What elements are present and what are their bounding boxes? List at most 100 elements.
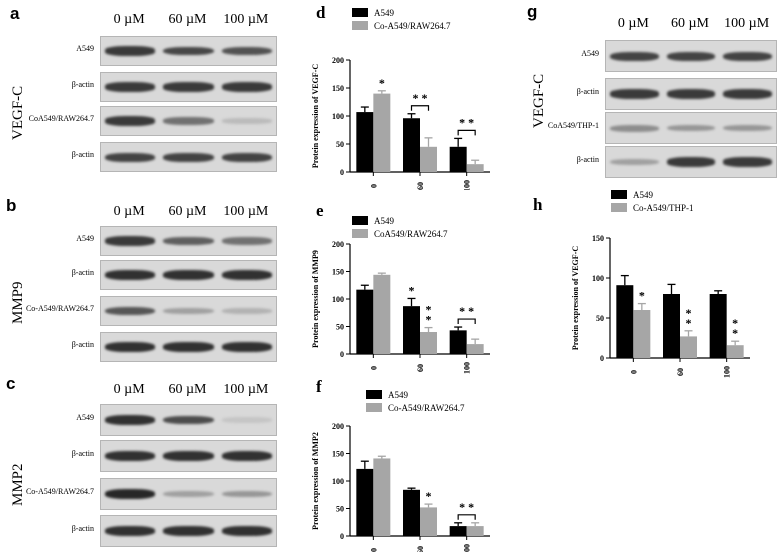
chart-panel-d: d A549 Co-A549/RAW264.7 0 50 100 150 200 Protein… — [311, 3, 490, 190]
x-tick-label: 100 — [463, 362, 472, 374]
legend-label: Co-A549/RAW264.7 — [388, 403, 465, 413]
x-tick-label: 0 — [629, 370, 638, 374]
concentration-label: 100 µM — [223, 12, 269, 27]
x-tick-label: 60 — [416, 364, 425, 372]
panel-letter-a: a — [10, 4, 20, 23]
chart-panel-h: h A549 Co-A549/THP-1 0 50 100 150 Protein expre… — [533, 190, 750, 378]
bar — [616, 285, 634, 358]
panel-letter-f: f — [316, 377, 322, 396]
significance-mark: * — [639, 289, 645, 303]
bar — [420, 332, 437, 354]
blot-panel-a: a VEGF-C 0 µM 60 µM 100 µM A549 β-actin CoA549/… — [0, 0, 280, 180]
blot-band — [610, 158, 659, 166]
blot-target-label: VEGF-C — [531, 73, 547, 128]
legend-swatch — [352, 21, 368, 30]
blot-strip — [100, 260, 277, 290]
y-tick-label: 200 — [332, 56, 344, 65]
blot-row-label: CoA549/RAW264.7 — [28, 114, 94, 123]
chart-panel-f: f A549 Co-A549/RAW264.7 0 50 100 150 200 Protein… — [311, 377, 490, 552]
blot-band — [163, 451, 214, 461]
blot-band — [163, 526, 214, 536]
blot-band — [105, 82, 156, 92]
blot-row-label: A549 — [76, 44, 94, 53]
blot-strip — [100, 515, 277, 547]
bar — [449, 526, 467, 536]
blot-band — [105, 46, 156, 56]
concentration-label: 100 µM — [223, 204, 269, 219]
x-tick-label: 60 — [416, 182, 425, 190]
significance-mark: * — [409, 283, 415, 297]
significance-mark: * * — [459, 304, 474, 318]
blot-row-label: A549 — [76, 413, 94, 422]
y-tick-label: 200 — [332, 240, 344, 249]
blot-band — [221, 46, 272, 56]
blot-panel-c: c MMP2 0 µM 60 µM 100 µM A549 β-actin Co-A549/R… — [0, 372, 280, 552]
blot-band — [221, 152, 272, 162]
blot-band — [610, 89, 659, 99]
blot-strip — [100, 72, 277, 102]
y-tick-label: 150 — [332, 84, 344, 93]
legend-label: Co-A549/RAW264.7 — [374, 21, 451, 31]
blot-row-label: β-actin — [71, 80, 94, 89]
concentration-label: 100 µM — [724, 16, 770, 31]
blot-band — [163, 46, 214, 56]
blot-band — [105, 116, 156, 126]
bar — [373, 93, 391, 172]
blot-target-label: MMP2 — [10, 463, 26, 506]
significance-bracket — [410, 105, 430, 111]
panel-letter-g: g — [527, 2, 538, 21]
panel-letter-e: e — [316, 201, 324, 220]
bar — [466, 164, 484, 172]
panel-letter-c: c — [6, 374, 16, 393]
legend-label: A549 — [374, 8, 394, 18]
concentration-label: 100 µM — [223, 382, 269, 397]
significance-bracket — [457, 318, 476, 325]
blot-band — [105, 415, 156, 425]
blot-band — [666, 89, 716, 99]
significance-mark: * — [686, 306, 692, 320]
concentration-label: 60 µM — [168, 12, 207, 27]
x-tick-label: 100 — [463, 180, 472, 190]
blot-band — [163, 490, 214, 498]
bar — [449, 330, 467, 354]
bar — [663, 294, 680, 358]
y-tick-label: 150 — [332, 268, 344, 277]
significance-mark: * * — [459, 115, 474, 129]
y-axis-label: Protein expression of VEGF-C — [311, 64, 320, 168]
concentration-label: 0 µM — [113, 204, 145, 219]
blot-band — [221, 270, 272, 280]
blot-row-label: β-actin — [71, 449, 94, 458]
y-tick-label: 50 — [596, 314, 604, 323]
x-tick-label: 100 — [463, 544, 472, 552]
blot-row-label: β-actin — [71, 268, 94, 277]
blot-band — [105, 451, 156, 461]
concentration-label: 60 µM — [168, 382, 207, 397]
y-tick-label: 200 — [332, 422, 344, 431]
bar — [449, 146, 467, 172]
blot-band — [723, 124, 772, 132]
y-tick-label: 100 — [332, 295, 344, 304]
bar — [680, 336, 697, 358]
significance-mark: * — [426, 303, 432, 317]
significance-mark: * — [686, 316, 692, 330]
concentration-label: 0 µM — [113, 12, 145, 27]
y-axis-label: Protein expression of MMP9 — [311, 250, 320, 348]
blot-band — [163, 307, 214, 315]
blot-band — [163, 342, 214, 352]
blot-panel-b: b MMP9 0 µM 60 µM 100 µM A549 β-actin Co-A549/R… — [0, 192, 280, 370]
legend-label: Co-A549/THP-1 — [633, 203, 694, 213]
x-tick-label: 60 — [676, 368, 685, 376]
y-tick-label: 50 — [336, 323, 344, 332]
y-tick-label: 50 — [336, 505, 344, 514]
legend-label: A549 — [388, 390, 408, 400]
blot-band — [105, 236, 156, 246]
blot-target-label: MMP9 — [10, 281, 26, 324]
legend-swatch — [352, 216, 368, 225]
blot-band — [610, 124, 659, 132]
bar — [633, 310, 651, 358]
blot-band — [221, 237, 272, 245]
concentration-label: 60 µM — [670, 16, 709, 31]
y-axis-label: Protein expression of VEGF-C — [571, 246, 580, 350]
bar — [709, 294, 727, 358]
legend-label: CoA549/RAW264.7 — [374, 229, 448, 239]
